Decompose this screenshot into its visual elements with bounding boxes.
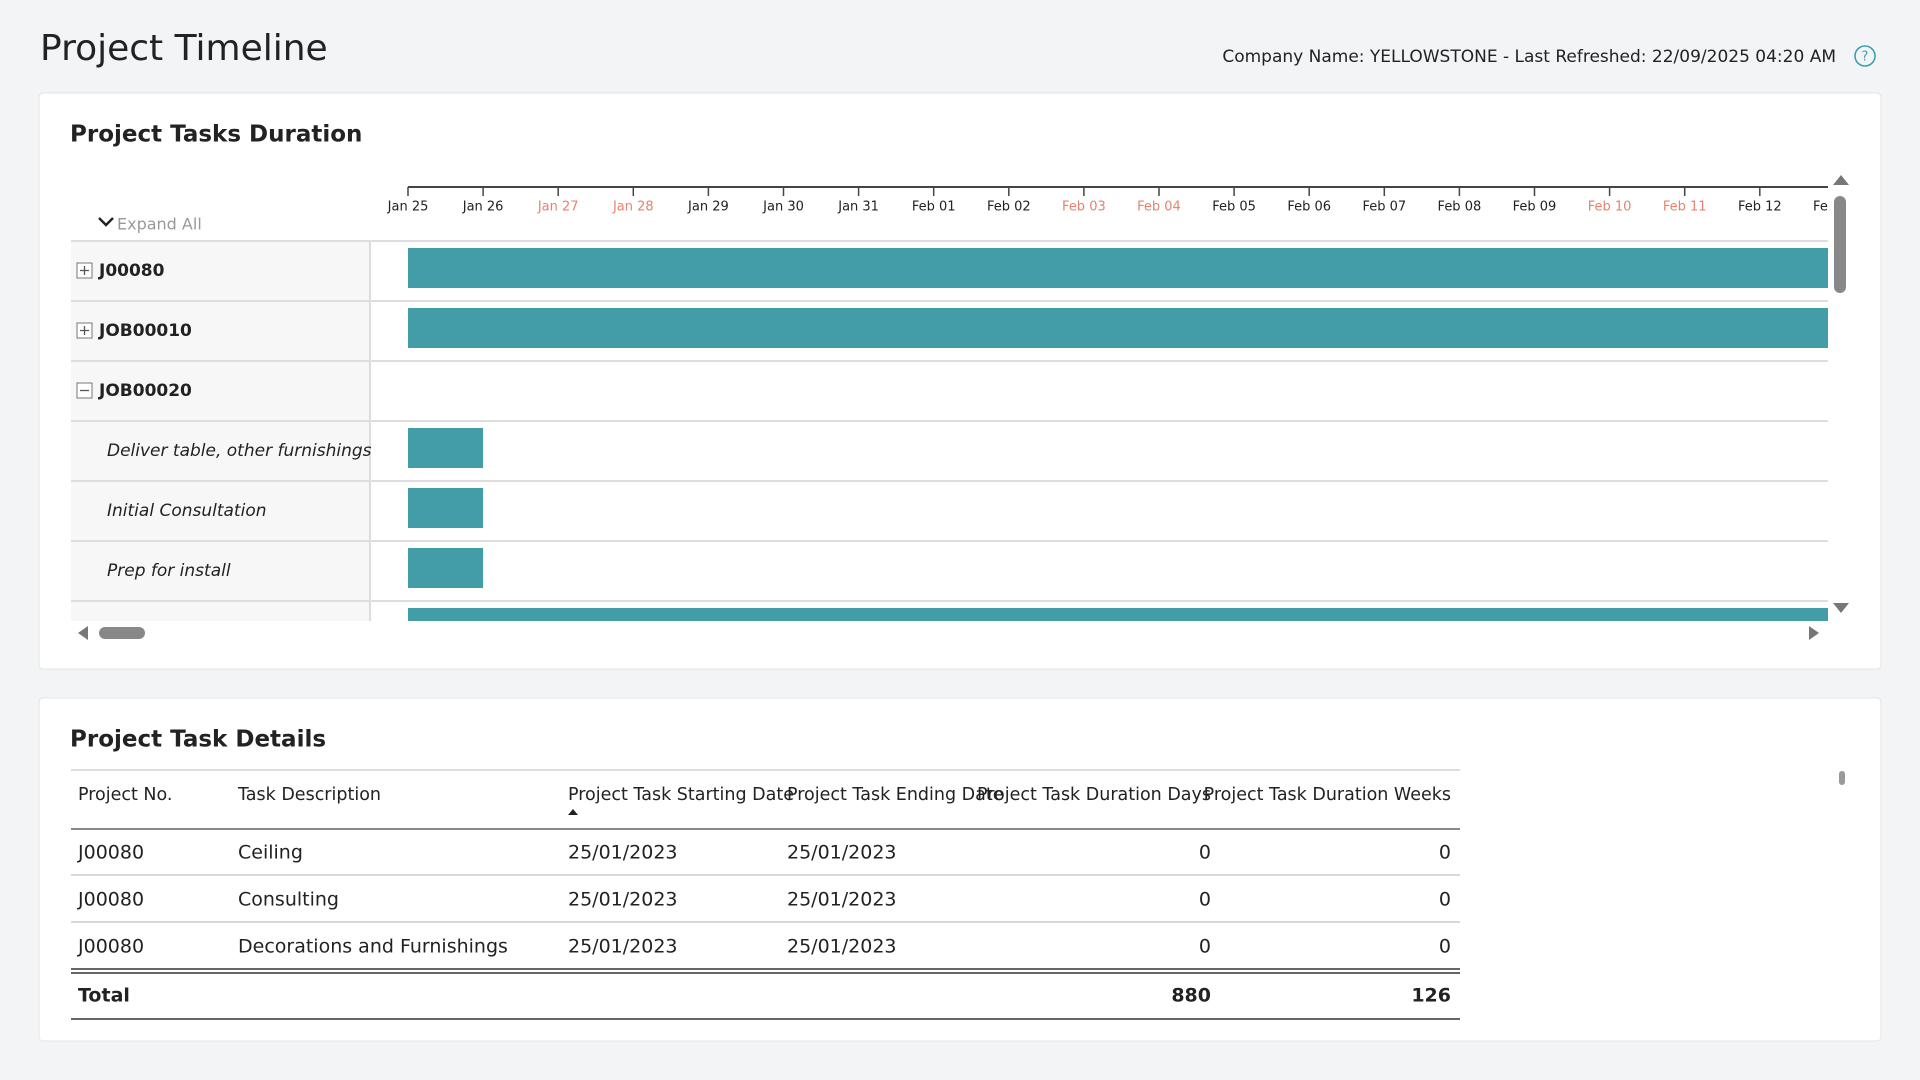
toggle-sign[interactable] (80, 326, 89, 335)
date-label: Feb 09 (1513, 200, 1557, 215)
table-cell: 0 (1199, 889, 1211, 911)
date-label: Feb 02 (987, 200, 1031, 215)
table-scroll[interactable] (1839, 771, 1845, 785)
total-weeks: 126 (1411, 985, 1451, 1007)
row-label-bg (71, 362, 369, 420)
table-cell: Ceiling (238, 842, 303, 864)
row-label-bg (71, 482, 369, 540)
column-header[interactable]: Project No. (78, 785, 173, 805)
duration-bar (408, 608, 1828, 621)
duration-bar (408, 428, 484, 468)
page-title: Project Timeline (40, 28, 328, 69)
project-label[interactable]: J00080 (98, 261, 165, 281)
date-label: Jan 31 (837, 200, 879, 215)
table-cell: J00080 (77, 889, 144, 911)
table-cell: 0 (1199, 936, 1211, 958)
date-label: Feb 08 (1438, 200, 1482, 215)
date-label: Jan 30 (762, 200, 804, 215)
v-scroll-thumb[interactable] (1834, 196, 1846, 293)
table-cell: J00080 (77, 842, 144, 864)
table-cell: 25/01/2023 (568, 889, 678, 911)
refresh-info: Company Name: YELLOWSTONE - Last Refresh… (1222, 47, 1836, 67)
expand-all[interactable]: Expand All (117, 215, 202, 234)
column-header[interactable]: Project Task Duration Days (977, 785, 1211, 805)
toggle-sign[interactable] (80, 266, 89, 275)
total-days: 880 (1171, 985, 1211, 1007)
column-header[interactable]: Project Task Starting Date (568, 785, 794, 805)
table-cell: 0 (1199, 842, 1211, 864)
table-cell: 25/01/2023 (787, 936, 897, 958)
sort-indicator[interactable] (568, 809, 578, 815)
column-header[interactable]: Project Task Duration Weeks (1204, 785, 1451, 805)
table-title: Project Task Details (70, 727, 326, 753)
duration-bar (408, 308, 1828, 348)
table-cell: 25/01/2023 (787, 842, 897, 864)
date-label: Feb 06 (1287, 200, 1331, 215)
table-cell: 0 (1439, 936, 1451, 958)
row-label-bg (71, 242, 369, 300)
help-icon[interactable] (1854, 45, 1876, 67)
date-label: Feb 13 (1813, 200, 1857, 215)
date-label: Jan 28 (612, 200, 654, 215)
project-label[interactable]: JOB00020 (98, 381, 192, 401)
table-cell: 25/01/2023 (568, 936, 678, 958)
table-cell: 0 (1439, 842, 1451, 864)
date-label: Feb 05 (1212, 200, 1256, 215)
table-cell: 25/01/2023 (787, 889, 897, 911)
row-label-bg (71, 422, 369, 480)
table-cell: Consulting (238, 889, 339, 911)
date-label: Jan 29 (687, 200, 729, 215)
date-label: Feb 01 (912, 200, 956, 215)
date-label: Feb 03 (1062, 200, 1106, 215)
table-cell: J00080 (77, 936, 144, 958)
task-label: Prep for install (107, 561, 231, 581)
table-cell: 0 (1439, 889, 1451, 911)
date-label: Jan 27 (537, 200, 579, 215)
row-label-bg (71, 602, 369, 621)
date-label: Jan 26 (462, 200, 504, 215)
table-cell: Decorations and Furnishings (238, 936, 508, 958)
row-label-bg (71, 302, 369, 360)
table-card (38, 697, 1882, 1042)
duration-bar (408, 488, 484, 528)
table-cell: 25/01/2023 (568, 842, 678, 864)
row-label-bg (71, 542, 369, 600)
help-mark[interactable]: ? (1862, 50, 1869, 65)
duration-bar (408, 548, 484, 588)
h-scroll-thumb[interactable] (99, 627, 145, 639)
task-label: Initial Consultation (107, 501, 267, 521)
date-label: Feb 11 (1663, 200, 1707, 215)
total-label: Total (78, 985, 130, 1007)
date-label: Feb 07 (1362, 200, 1406, 215)
column-header[interactable]: Task Description (237, 785, 381, 805)
total-rule (71, 968, 1460, 974)
duration-bar (408, 248, 1828, 288)
gantt-card (38, 92, 1882, 670)
date-label: Feb 10 (1588, 200, 1632, 215)
date-label: Jan 25 (387, 200, 429, 215)
date-label: Feb 12 (1738, 200, 1782, 215)
column-header[interactable]: Project Task Ending Date (787, 785, 1003, 805)
project-label[interactable]: JOB00010 (98, 321, 192, 341)
expand-icon[interactable] (98, 217, 114, 227)
task-label: Deliver table, other furnishings (107, 441, 372, 461)
gantt-title: Project Tasks Duration (70, 122, 362, 148)
date-label: Feb 04 (1137, 200, 1181, 215)
